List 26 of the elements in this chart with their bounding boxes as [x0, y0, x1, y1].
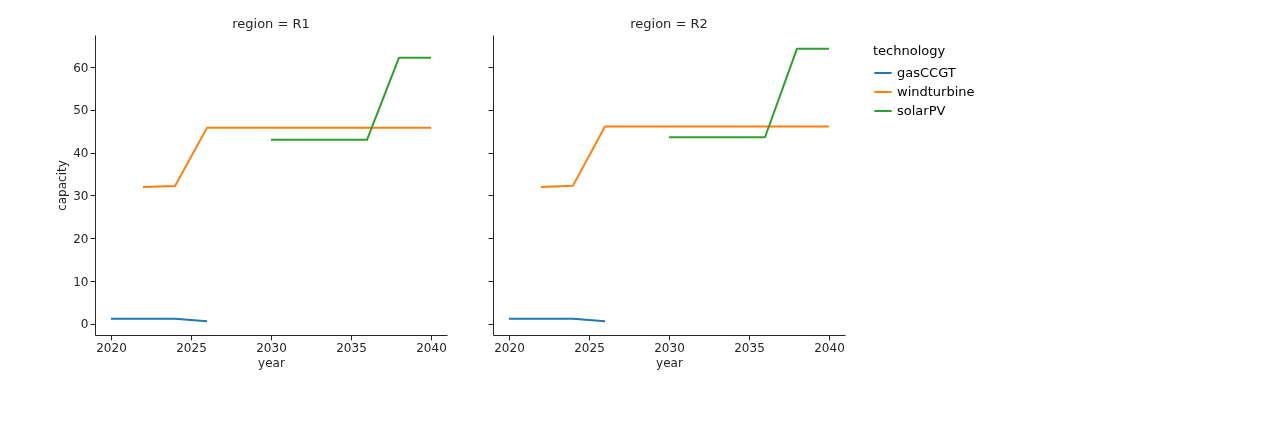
legend-title: technology [873, 43, 946, 58]
y-tick-label: 10 [73, 274, 89, 289]
x-tick-label: 2025 [176, 340, 207, 355]
chart-title: region = R2 [630, 16, 708, 31]
chart-title: region = R1 [232, 16, 310, 31]
y-tick-label: 40 [73, 146, 89, 161]
x-tick-label: 2030 [654, 340, 685, 355]
x-axis-title: year [258, 355, 285, 370]
x-tick-label: 2030 [256, 340, 287, 355]
legend-label: solarPV [897, 103, 946, 118]
y-axis-title: capacity [55, 160, 70, 211]
x-tick-label: 2040 [416, 340, 447, 355]
x-tick-label: 2040 [814, 340, 845, 355]
y-tick-label: 0 [80, 317, 89, 332]
y-tick-label: 60 [73, 60, 89, 75]
x-tick-label: 2035 [336, 340, 367, 355]
y-tick-label: 30 [73, 188, 89, 203]
x-tick-label: 2020 [494, 340, 525, 355]
x-tick-label: 2020 [96, 340, 127, 355]
x-tick-label: 2025 [574, 340, 605, 355]
y-tick-label: 50 [73, 103, 89, 118]
legend-label: gasCCGT [897, 65, 956, 80]
x-tick-label: 2035 [734, 340, 765, 355]
x-axis-title: year [656, 355, 683, 370]
legend-label: windturbine [897, 84, 975, 99]
y-tick-label: 20 [73, 231, 89, 246]
